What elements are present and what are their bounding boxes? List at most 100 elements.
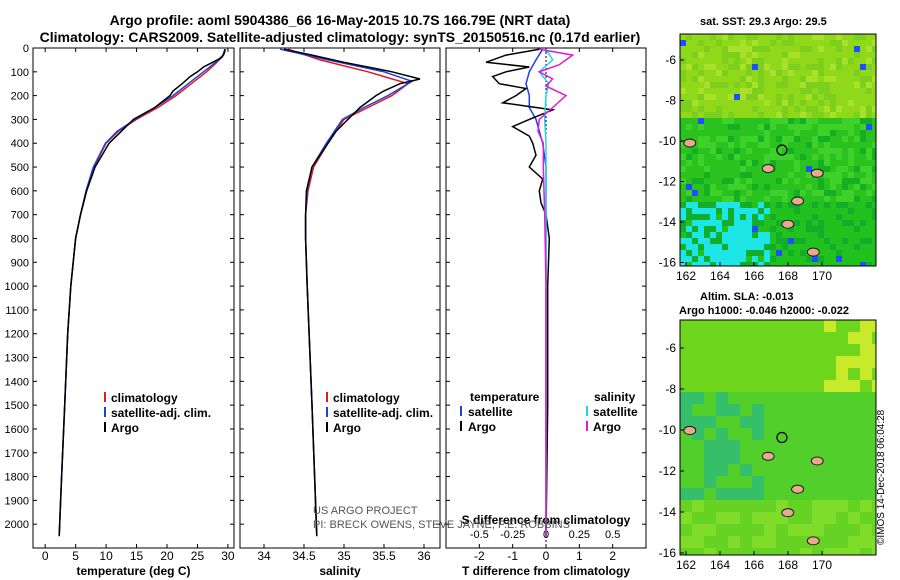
sst-map-frame (679, 33, 877, 267)
depth-tick-label: 200 (11, 91, 29, 103)
s-tick-label: -0.5 (470, 529, 489, 541)
depth-tick-label: 600 (11, 186, 29, 198)
sla-map-image (680, 320, 876, 555)
s-tick-label: -0.25 (500, 529, 525, 541)
series-line-climatology (58, 48, 227, 537)
legend-item: Argo (111, 421, 139, 435)
x-axis-label: temperature (deg C) (76, 564, 190, 578)
depth-tick-label: 1200 (5, 329, 29, 341)
x-tick-label: 0 (42, 549, 49, 563)
x-axis-label: salinity (319, 564, 361, 578)
watermark-line-1: US ARGO PROJECT (313, 505, 418, 517)
lat-tick-label: -12 (659, 175, 677, 189)
depth-tick-label: 1000 (5, 281, 29, 293)
depth-tick-label: 700 (11, 210, 29, 222)
series-line-argo (58, 49, 226, 537)
lon-tick-label: 162 (676, 269, 696, 283)
x-tick-label: 35 (337, 549, 351, 563)
x-tick-label: 0 (543, 549, 550, 563)
x-tick-label: -1 (507, 549, 518, 563)
x-axis-label: T difference from climatology (462, 564, 630, 578)
lat-tick-label: -8 (665, 94, 676, 108)
title-line-2: Climatology: CARS2009. Satellite-adjuste… (39, 29, 641, 45)
lat-tick-label: -8 (665, 382, 676, 396)
lon-tick-label: 162 (676, 558, 696, 572)
sst-map-title: sat. SST: 29.3 Argo: 29.5 (700, 16, 827, 28)
legend-temp-item: satellite (468, 405, 513, 419)
x-tick-label: -2 (474, 549, 485, 563)
legend-sal-item: satellite (593, 405, 638, 419)
series-line-satellite-adj--clim- (58, 48, 226, 537)
x-tick-label: 36 (417, 549, 431, 563)
depth-tick-label: 1500 (5, 400, 29, 412)
sla-map-title-1: Altim. SLA: -0.013 (700, 291, 794, 303)
legend-sal-item: Argo (593, 420, 621, 434)
x-tick-label: 30 (221, 549, 235, 563)
sla-map-title-2: Argo h1000: -0.046 h2000: -0.022 (679, 305, 849, 317)
sst-map-image (680, 34, 876, 266)
lon-tick-label: 168 (778, 269, 798, 283)
legend-item: Argo (333, 421, 361, 435)
depth-tick-label: 100 (11, 67, 29, 79)
s-tick-label: 0.25 (569, 529, 590, 541)
lat-tick-label: -10 (659, 423, 677, 437)
lon-tick-label: 164 (710, 269, 730, 283)
depth-tick-label: 500 (11, 162, 29, 174)
lat-tick-label: -14 (659, 215, 677, 229)
watermark-line-2: PI: BRECK OWENS, STEVE JAYNE, P.E. ROBBI… (313, 519, 570, 531)
x-tick-label: 15 (130, 549, 144, 563)
lon-tick-label: 168 (778, 558, 798, 572)
imos-timestamp: ©IMOS 14-Dec-2018 06:04:28 (876, 409, 887, 545)
plot-frame-temperature-profile (32, 47, 235, 549)
series-line-argo (283, 48, 421, 537)
title-line-1: Argo profile: aoml 5904386_66 16-May-201… (109, 12, 571, 28)
depth-tick-label: 900 (11, 257, 29, 269)
x-tick-label: 25 (191, 549, 205, 563)
lon-tick-label: 166 (744, 269, 764, 283)
depth-tick-label: 1100 (5, 305, 29, 317)
legend-sal-title: salinity (594, 390, 636, 404)
lat-tick-label: -10 (659, 134, 677, 148)
legend-temp-item: Argo (468, 420, 496, 434)
series-line-temperature-satellite (525, 48, 547, 537)
x-tick-label: 10 (99, 549, 113, 563)
lon-tick-label: 166 (744, 558, 764, 572)
lon-tick-label: 164 (710, 558, 730, 572)
lat-tick-label: -16 (659, 546, 677, 560)
depth-tick-label: 1300 (5, 353, 29, 365)
depth-tick-label: 800 (11, 233, 29, 245)
legend-item: climatology (111, 391, 178, 405)
legend-item: climatology (333, 391, 400, 405)
depth-tick-label: 1900 (5, 495, 29, 507)
lat-tick-label: -12 (659, 464, 677, 478)
lat-tick-label: -6 (665, 53, 676, 67)
depth-tick-label: 2000 (5, 519, 29, 531)
lon-tick-label: 170 (812, 558, 832, 572)
sst-float-marker (776, 144, 788, 156)
sla-float-marker (776, 431, 788, 444)
lat-tick-label: -16 (659, 256, 677, 270)
depth-tick-label: 1600 (5, 424, 29, 436)
legend-item: satellite-adj. clim. (333, 406, 433, 420)
x-tick-label: 2 (609, 549, 616, 563)
x-tick-label: 20 (160, 549, 174, 563)
x-tick-label: 1 (576, 549, 583, 563)
x-tick-label: 34.5 (292, 549, 316, 563)
x-tick-label: 35.5 (372, 549, 396, 563)
x-tick-label: 34 (257, 549, 271, 563)
lat-tick-label: -14 (659, 505, 677, 519)
depth-tick-label: 1800 (5, 472, 29, 484)
legend-temp-title: temperature (470, 390, 540, 404)
depth-tick-label: 1400 (5, 376, 29, 388)
s-tick-label: 0.5 (605, 529, 620, 541)
depth-tick-label: 400 (11, 138, 29, 150)
legend-item: satellite-adj. clim. (111, 406, 211, 420)
lat-tick-label: -6 (665, 341, 676, 355)
series-line-temperature-argo (485, 48, 556, 537)
lon-tick-label: 170 (812, 269, 832, 283)
depth-tick-label: 0 (23, 43, 29, 55)
series-line-climatology (287, 48, 410, 537)
series-line-salinity-satellite (538, 48, 554, 537)
x-tick-label: 5 (72, 549, 79, 563)
